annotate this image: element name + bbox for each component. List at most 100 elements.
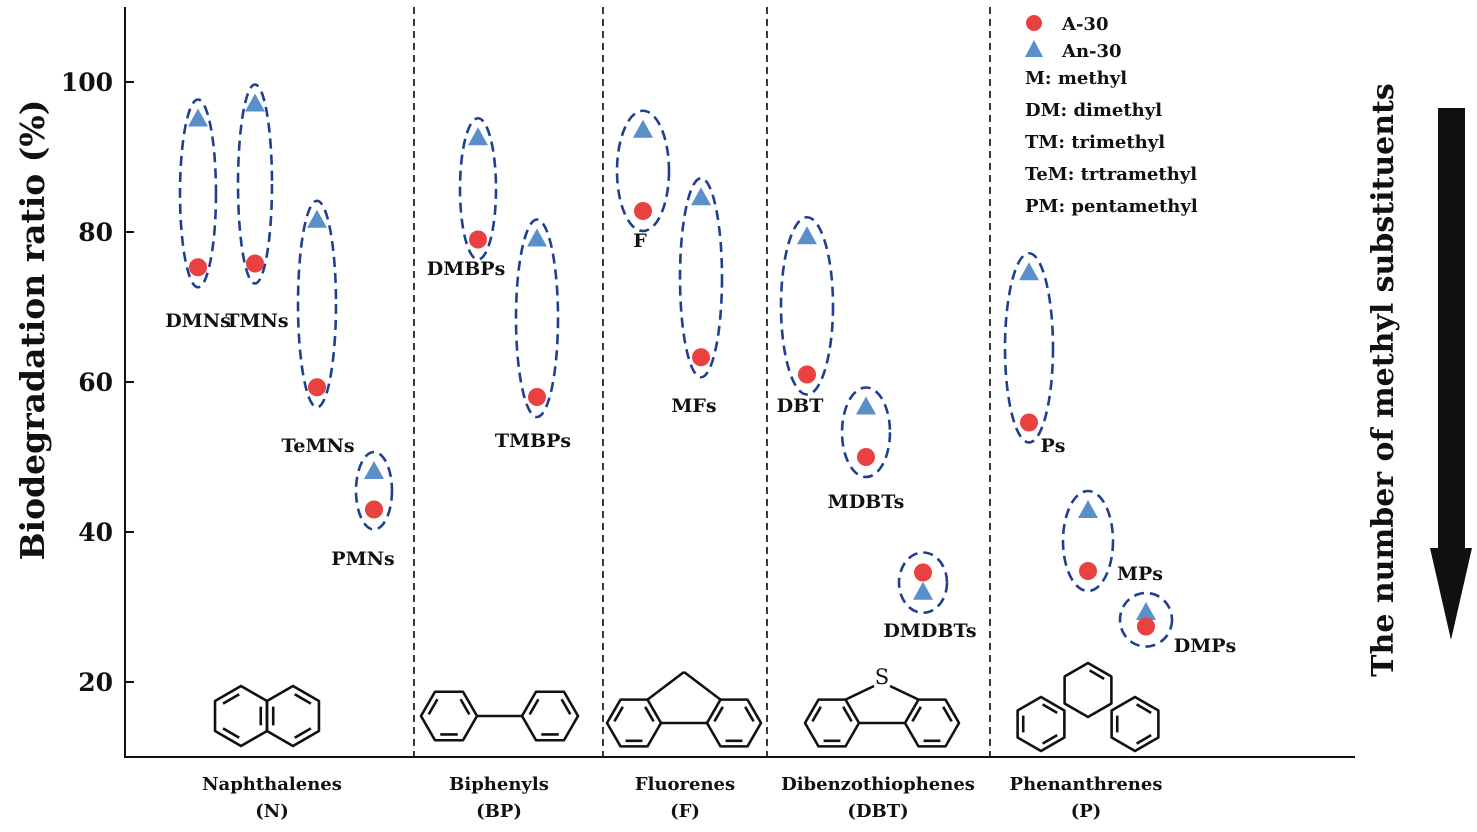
a30-circle-marker — [308, 378, 326, 397]
double-bond-line — [427, 698, 439, 715]
compound-label: MDBTs — [828, 491, 905, 513]
an30-triangle-marker — [691, 187, 711, 206]
an30-triangle-marker — [797, 226, 817, 245]
double-bond-line — [1088, 669, 1105, 680]
compound-ellipse — [514, 218, 560, 419]
legend-abbreviations: M: methyl DM: dimethyl TM: trimethyl TeM: t… — [1025, 68, 1198, 217]
a30-circle-marker — [189, 258, 207, 277]
a30-circle-marker — [798, 365, 816, 384]
naphthalene-ring — [265, 684, 321, 748]
phenanthrene-ring — [1110, 695, 1160, 753]
double-bond-line — [294, 693, 312, 705]
double-bond-line — [842, 706, 853, 723]
a30-circle-marker — [528, 388, 546, 406]
double-bond-line — [613, 706, 624, 723]
methyl-arrow-shaft — [1438, 108, 1465, 548]
fluorene-ring — [605, 698, 663, 748]
dbt-ring — [803, 698, 861, 748]
phenanthrene-ring — [1016, 695, 1066, 753]
a30-circle-marker — [692, 348, 710, 367]
double-bond-line — [528, 698, 540, 715]
compound-label: DBT — [777, 395, 824, 417]
methyl-arrow-head — [1430, 548, 1472, 640]
group-dividers — [413, 7, 991, 757]
a30-circle-marker — [1020, 413, 1038, 432]
phenanthrene-ring — [1063, 661, 1113, 719]
compound-label: TMNs — [225, 310, 288, 332]
double-bond-line — [942, 706, 953, 723]
double-bond-line — [222, 727, 240, 739]
double-bond-line — [294, 727, 312, 739]
compound-ellipse — [840, 386, 892, 479]
double-bond-line — [713, 706, 724, 723]
legend-marker-an30 — [1025, 40, 1043, 57]
double-bond-line — [459, 698, 471, 715]
fluorene-bridge — [646, 670, 685, 701]
double-bond-line — [744, 706, 755, 723]
double-bond-line — [1135, 703, 1152, 714]
a30-circle-marker — [246, 254, 264, 273]
double-bond-line — [222, 693, 240, 705]
compound-label: DMPs — [1174, 635, 1237, 657]
y-ticks: 20 40 60 80 100 — [61, 68, 134, 697]
a30-circle-marker — [634, 202, 652, 220]
group-labels: Naphthalenes (N) Biphenyls (BP) Fluorenes (F)… — [202, 774, 1162, 822]
dbt-ring — [903, 698, 961, 748]
double-bond-line — [1041, 734, 1058, 745]
legend-abbreviation: M: methyl — [1025, 68, 1127, 89]
compound-label: TMBPs — [495, 430, 571, 452]
compound-ellipse — [1118, 591, 1174, 648]
legend-abbreviation: TeM: trtramethyl — [1025, 164, 1197, 185]
y-tick-label: 20 — [78, 668, 113, 697]
naphthalene-ring — [213, 684, 269, 748]
double-bond-line — [911, 706, 922, 723]
group-name-label: Dibenzothiophenes — [781, 774, 975, 795]
side-label: The number of methyl substituents — [1366, 83, 1401, 677]
an30-triangle-marker — [364, 461, 384, 479]
y-axis-label: Biodegradation ratio (%) — [13, 100, 52, 561]
compound-ellipse — [178, 98, 218, 289]
compound-label: F — [633, 230, 647, 252]
an30-triangle-marker — [1078, 500, 1098, 518]
an30-triangle-marker — [633, 119, 653, 138]
biphenyl-ring — [520, 690, 580, 742]
compound-ellipse — [779, 215, 835, 396]
double-bond-line — [1041, 703, 1058, 714]
a30-circle-marker — [469, 230, 487, 249]
compound-ellipse — [354, 450, 394, 531]
group-abbr-label: (N) — [255, 801, 289, 822]
dbt-sulfur-bond — [844, 684, 875, 701]
an30-triangle-marker — [527, 228, 547, 247]
legend-abbreviation: TM: trimethyl — [1025, 132, 1165, 153]
group-name-label: Fluorenes — [635, 774, 735, 795]
sulfur-atom-label: S — [875, 665, 889, 689]
group-abbr-label: (DBT) — [847, 801, 908, 822]
legend-label-a30: A-30 — [1061, 14, 1109, 35]
a30-circle-marker — [857, 448, 875, 466]
y-tick-label: 80 — [78, 218, 113, 247]
legend-marker-a30 — [1026, 15, 1042, 31]
compound-ellipse — [296, 199, 338, 409]
double-bond-line — [560, 698, 572, 715]
y-tick-label: 100 — [61, 68, 113, 97]
a30-circle-marker — [914, 563, 932, 582]
compound-ellipse — [236, 83, 274, 285]
legend-abbreviation: DM: dimethyl — [1025, 100, 1162, 121]
legend-label-an30: An-30 — [1061, 41, 1122, 62]
compound-ellipse — [1003, 251, 1055, 444]
double-bond-line — [644, 706, 655, 723]
compound-label: MFs — [671, 395, 716, 417]
an30-triangle-marker — [856, 396, 876, 415]
compound-ellipse — [1061, 489, 1115, 593]
molecular-structures: S — [213, 661, 1160, 753]
y-tick-label: 40 — [78, 518, 113, 547]
compound-label: PMNs — [331, 548, 394, 570]
compound-label: MPs — [1117, 563, 1163, 585]
compound-label: Ps — [1041, 435, 1066, 457]
group-name-label: Biphenyls — [449, 774, 549, 795]
double-bond-line — [1135, 734, 1152, 745]
legend-abbreviation: PM: pentamethyl — [1025, 196, 1198, 217]
compound-label: TeMNs — [281, 435, 354, 457]
compound-ellipses — [178, 83, 1174, 648]
